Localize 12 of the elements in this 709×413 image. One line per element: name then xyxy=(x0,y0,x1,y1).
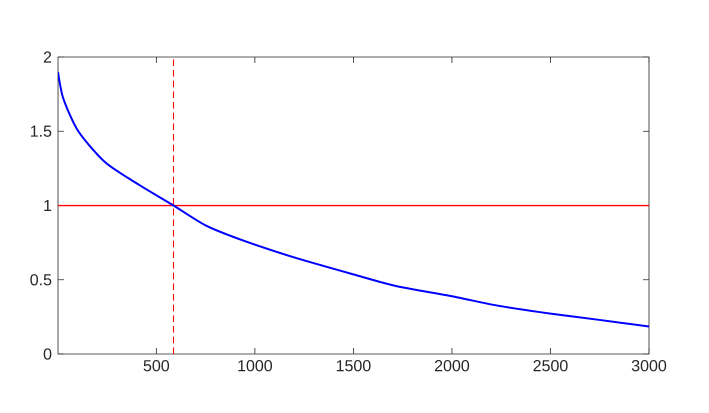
x-tick-label: 3000 xyxy=(632,360,666,372)
y-tick-label: 2 xyxy=(44,51,52,63)
y-tick-label: 0.5 xyxy=(30,274,52,286)
x-tick-label: 2500 xyxy=(533,360,568,372)
y-tick-label: 0 xyxy=(44,348,52,360)
x-tick-label: 2000 xyxy=(434,360,470,372)
x-tick-label: 1500 xyxy=(336,360,371,372)
y-tick-label: 1 xyxy=(44,200,52,211)
line-series xyxy=(58,70,649,328)
x-tick-label: 500 xyxy=(144,360,170,372)
x-tick-label: 1000 xyxy=(238,360,272,372)
y-tick-label: 1.5 xyxy=(30,126,52,137)
